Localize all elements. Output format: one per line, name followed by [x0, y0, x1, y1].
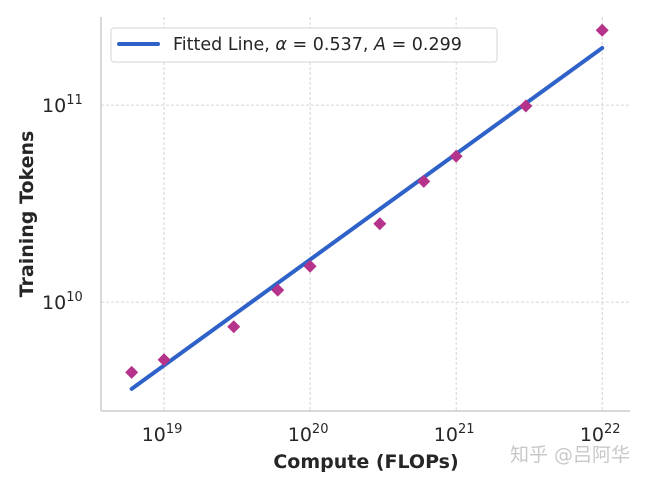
data-point — [595, 23, 609, 37]
legend-box — [110, 27, 498, 63]
data-point — [125, 365, 139, 379]
y-axis-label: Training Tokens — [16, 131, 38, 298]
data-point — [271, 283, 285, 297]
y-tick-labels: 1010 1011 — [42, 93, 83, 314]
x-tick-labels: 1019 1020 1021 1022 — [142, 422, 621, 446]
x-tick-label: 1019 — [142, 422, 183, 446]
data-point — [303, 259, 317, 273]
data-point — [417, 174, 431, 188]
data-point — [519, 99, 533, 113]
axes-spines — [100, 17, 630, 412]
legend-label: Fitted Line, α = 0.537, A = 0.299 — [173, 35, 462, 55]
data-point — [157, 353, 171, 367]
watermark: 知乎 @吕阿华 — [510, 444, 630, 466]
y-tick-label: 1010 — [42, 290, 83, 314]
data-point — [373, 217, 387, 231]
x-tick-label: 1020 — [288, 422, 329, 446]
x-tick-label: 1021 — [434, 422, 475, 446]
x-tick-label: 1022 — [580, 422, 621, 446]
grid — [101, 17, 630, 411]
fitted-line — [129, 46, 605, 391]
x-axis-label: Compute (FLOPs) — [273, 451, 458, 473]
data-points — [125, 23, 609, 379]
legend: Fitted Line, α = 0.537, A = 0.299 — [110, 27, 498, 63]
data-point — [227, 320, 241, 334]
data-point — [449, 149, 463, 163]
y-tick-label: 1011 — [42, 93, 83, 117]
